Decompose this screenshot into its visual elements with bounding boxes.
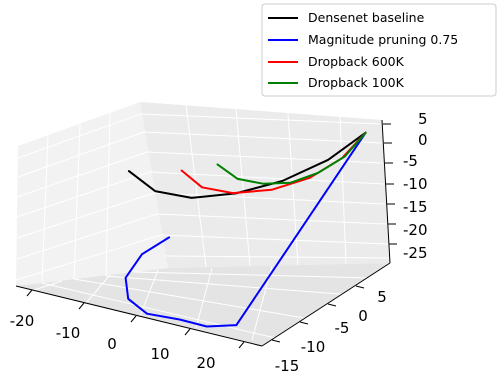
series-line-dropback-100k <box>216 131 367 185</box>
legend-label: Dropback 100K <box>308 75 405 90</box>
y-tick-label: -10 <box>301 338 326 356</box>
left-pane <box>16 102 168 286</box>
z-tick-label: -25 <box>403 244 428 262</box>
x-axis-line <box>15 285 263 347</box>
z-tick-label: 5 <box>418 110 428 128</box>
z-axis-line <box>381 119 391 264</box>
legend: Densenet baseline Magnitude pruning 0.75… <box>261 3 497 97</box>
floor-pane <box>16 263 390 346</box>
y-tick-label: 5 <box>377 288 387 306</box>
series-group <box>124 131 367 328</box>
legend-frame <box>261 3 497 97</box>
axis-lines <box>15 119 391 347</box>
z-tick-label: -5 <box>403 152 418 170</box>
y-tick-label: 0 <box>358 307 368 325</box>
legend-label: Dropback 600K <box>308 54 405 69</box>
z-tick-label: -15 <box>403 198 428 216</box>
z-tick-label: -20 <box>403 221 428 239</box>
z-tick-label: 0 <box>418 131 428 149</box>
x-tick-label: 10 <box>150 345 169 363</box>
y-axis-line <box>261 262 391 347</box>
tick-labels: -20 -10 0 10 20 -15 -10 -5 0 5 5 0 -5 -1… <box>10 110 428 372</box>
series-line-magnitude-pruning <box>124 131 367 328</box>
y-tick-label: -5 <box>335 319 350 337</box>
z-tick-label: -10 <box>403 175 428 193</box>
x-tick-label: 0 <box>107 335 117 353</box>
x-tick-label: -20 <box>10 312 35 330</box>
tick-marks <box>26 123 397 349</box>
x-tick-label: 20 <box>196 354 215 372</box>
legend-label: Densenet baseline <box>308 10 425 25</box>
y-tick-label: -15 <box>275 357 300 372</box>
legend-label: Magnitude pruning 0.75 <box>308 32 458 47</box>
x-tick-label: -10 <box>56 324 81 342</box>
